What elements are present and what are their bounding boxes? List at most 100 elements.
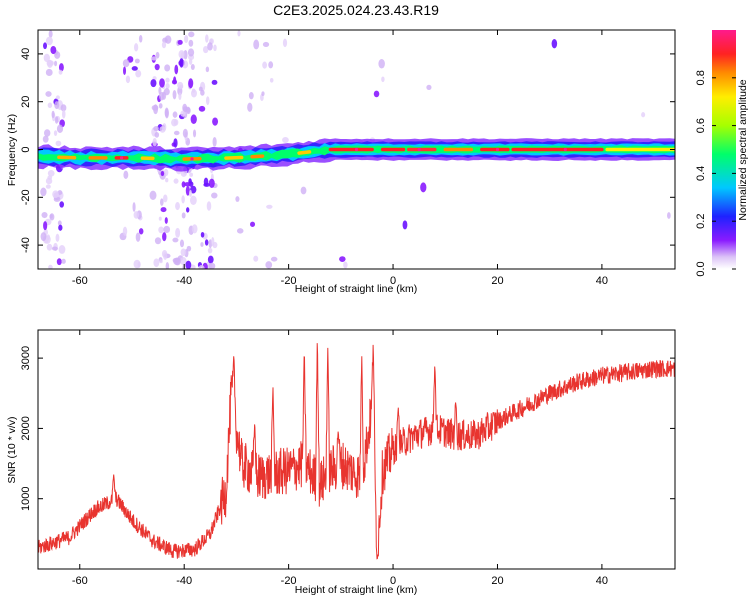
ridge-peak: [354, 147, 359, 152]
spectrogram-x-axis-label: Height of straight line (km): [295, 283, 418, 295]
noise-speck: [61, 258, 66, 264]
noise-speck: [270, 256, 278, 262]
noise-speck: [190, 64, 195, 70]
noise-speck: [188, 39, 194, 47]
noise-speck: [177, 39, 183, 45]
noise-speck: [46, 243, 53, 251]
noise-speck: [43, 42, 48, 50]
noise-speck: [55, 140, 62, 147]
noise-speck: [134, 58, 140, 64]
noise-speck: [159, 78, 165, 88]
y-tick-label: -20: [20, 189, 32, 205]
noise-speck: [53, 130, 58, 136]
ridge-core: [224, 155, 244, 160]
noise-speck: [207, 247, 213, 254]
noise-speck: [378, 58, 385, 69]
noise-speck: [551, 38, 558, 49]
noise-speck: [58, 245, 66, 254]
noise-speck: [172, 237, 179, 243]
noise-speck: [248, 92, 254, 100]
noise-speck: [184, 34, 189, 44]
colorbar-tick-label: 0.2: [695, 214, 707, 229]
noise-speck: [282, 38, 288, 48]
ridge-peak: [495, 147, 500, 152]
noise-speck: [133, 211, 140, 219]
noise-speck: [373, 90, 380, 98]
noise-speck: [173, 76, 177, 85]
noise-speck: [190, 114, 197, 125]
noise-speck: [158, 103, 163, 109]
noise-speck: [123, 170, 129, 180]
colorbar-ticks: 0.0 0.2 0.4 0.6 0.8: [695, 70, 736, 277]
noise-speck: [165, 177, 169, 183]
noise-speck: [122, 226, 128, 237]
chart-title: C2E3.2025.024.23.43.R19: [273, 2, 439, 18]
noise-speck: [40, 187, 47, 197]
noise-speck: [262, 41, 270, 48]
noise-speck: [173, 178, 179, 184]
noise-speck: [183, 50, 188, 60]
noise-speck: [50, 46, 57, 55]
noise-speck: [42, 135, 49, 143]
noise-speck: [154, 237, 162, 245]
noise-speck: [268, 61, 274, 69]
noise-speck: [173, 257, 180, 266]
noise-speck: [161, 41, 167, 49]
noise-speck: [181, 181, 186, 188]
noise-speck: [667, 212, 671, 219]
noise-speck: [186, 207, 190, 213]
noise-speck: [190, 89, 197, 98]
noise-speck: [208, 178, 215, 188]
noise-speck: [237, 30, 241, 37]
noise-speck: [179, 84, 184, 89]
noise-speck: [154, 132, 160, 138]
noise-speck: [56, 258, 62, 266]
noise-speck: [133, 259, 141, 269]
noise-speck: [125, 75, 131, 84]
x-tick-label: -60: [72, 575, 88, 587]
noise-speck: [138, 34, 143, 43]
x-tick-label: -40: [176, 275, 192, 287]
noise-speck: [162, 232, 167, 242]
noise-speck: [207, 42, 213, 51]
noise-speck: [45, 184, 51, 189]
noise-speck: [160, 171, 165, 177]
snr-series-line: [38, 343, 675, 560]
noise-speck: [188, 31, 195, 38]
noise-speck: [175, 227, 181, 238]
noise-speck: [180, 248, 187, 257]
y-tick-label: 20: [20, 96, 32, 108]
noise-speck: [206, 201, 212, 211]
noise-speck: [185, 260, 192, 269]
noise-speck: [47, 170, 55, 177]
noise-speck: [253, 255, 259, 262]
noise-speck: [135, 69, 142, 78]
spectrogram-y-axis-label: Frequency (Hz): [6, 114, 18, 186]
spectrogram-plot-area: [38, 30, 675, 269]
noise-speck: [138, 228, 144, 235]
noise-speck: [207, 255, 214, 264]
noise-speck: [47, 175, 53, 180]
noise-speck: [202, 45, 209, 54]
noise-speck: [236, 228, 244, 234]
noise-speck: [51, 246, 58, 251]
noise-speck: [154, 63, 160, 71]
colorbar-label: Normalized spectral amplitude: [737, 79, 749, 220]
noise-speck: [205, 34, 209, 43]
noise-speck: [43, 221, 48, 231]
noise-speck: [200, 231, 205, 238]
noise-speck: [48, 30, 53, 38]
noise-speck: [43, 53, 50, 63]
noise-speck: [183, 182, 191, 187]
noise-speck: [211, 79, 218, 85]
noise-speck: [159, 259, 163, 264]
y-tick-label: 1000: [20, 486, 32, 510]
noise-speck: [132, 202, 136, 212]
noise-speck: [205, 66, 210, 73]
snr-panel: -60 -40 -20 0 20 40 1000 2000 3000 Height of st…: [6, 329, 676, 596]
noise-speck: [158, 216, 162, 221]
noise-speck: [262, 61, 268, 69]
x-tick-label: 0: [390, 575, 396, 587]
noise-speck: [247, 102, 253, 112]
